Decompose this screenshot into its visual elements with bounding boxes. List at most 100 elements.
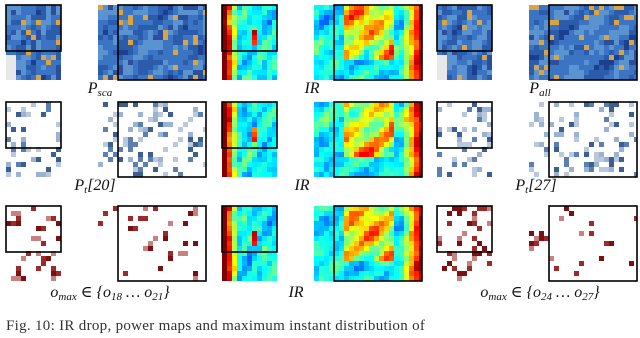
image-cell: [36, 231, 41, 236]
image-cell: [16, 241, 21, 246]
image-cell: [242, 157, 247, 162]
image-cell: [173, 152, 178, 157]
image-cell: [36, 35, 41, 40]
image-cell: [319, 231, 324, 236]
image-cell: [193, 167, 198, 172]
image-cell: [359, 45, 364, 50]
image-cell: [624, 162, 629, 167]
image-cell: [462, 226, 467, 231]
image-cell: [594, 261, 599, 266]
image-cell: [404, 271, 409, 276]
image-cell: [529, 251, 534, 256]
image-cell: [163, 20, 168, 25]
image-cell: [103, 211, 108, 216]
image-cell: [574, 25, 579, 30]
image-cell: [108, 30, 113, 35]
image-cell: [467, 25, 472, 30]
image-cell: [252, 216, 257, 221]
image-cell: [247, 127, 252, 132]
image-cell: [564, 15, 569, 20]
image-cell: [31, 65, 36, 70]
image-cell: [604, 10, 609, 15]
image-cell: [604, 65, 609, 70]
image-cell: [589, 142, 594, 147]
image-cell: [98, 271, 103, 276]
image-cell: [437, 75, 442, 80]
image-cell: [624, 221, 629, 226]
image-cell: [123, 216, 128, 221]
image-cell: [594, 231, 599, 236]
image-cell: [247, 172, 252, 177]
image-cell: [6, 172, 11, 177]
image-cell: [477, 167, 482, 172]
image-cell: [369, 65, 374, 70]
image-cell: [272, 266, 277, 271]
image-cell: [447, 226, 452, 231]
image-cell: [364, 70, 369, 75]
image-cell: [16, 271, 21, 276]
image-cell: [133, 266, 138, 271]
image-cell: [262, 30, 267, 35]
image-cell: [599, 152, 604, 157]
image-cell: [128, 70, 133, 75]
image-cell: [359, 226, 364, 231]
image-cell: [103, 122, 108, 127]
image-cell: [629, 147, 634, 152]
image-cell: [539, 45, 544, 50]
image-cell: [369, 261, 374, 266]
image-cell: [324, 246, 329, 251]
image-cell: [314, 172, 319, 177]
label-subscript: max: [488, 291, 506, 303]
image-cell: [188, 241, 193, 246]
image-cell: [472, 30, 477, 35]
image-cell: [389, 10, 394, 15]
image-cell: [262, 35, 267, 40]
image-cell: [467, 276, 472, 281]
image-cell: [319, 70, 324, 75]
image-cell: [242, 60, 247, 65]
image-cell: [143, 266, 148, 271]
image-cell: [188, 15, 193, 20]
image-cell: [173, 147, 178, 152]
image-cell: [554, 127, 559, 132]
image-cell: [457, 55, 462, 60]
image-cell: [21, 55, 26, 60]
image-cell: [354, 231, 359, 236]
image-cell: [404, 216, 409, 221]
image-cell: [482, 241, 487, 246]
image-cell: [138, 45, 143, 50]
image-cell: [21, 117, 26, 122]
image-cell: [103, 132, 108, 137]
image-cell: [267, 60, 272, 65]
image-cell: [564, 261, 569, 266]
image-cell: [389, 45, 394, 50]
image-cell: [128, 15, 133, 20]
image-cell: [314, 152, 319, 157]
image-cell: [619, 256, 624, 261]
image-cell: [379, 122, 384, 127]
image-cell: [36, 236, 41, 241]
image-cell: [56, 167, 61, 172]
image-cell: [594, 10, 599, 15]
image-cell: [614, 127, 619, 132]
image-cell: [359, 20, 364, 25]
image-cell: [472, 221, 477, 226]
image-cell: [374, 25, 379, 30]
image-cell: [394, 117, 399, 122]
image-cell: [11, 10, 16, 15]
image-cell: [98, 261, 103, 266]
image-cell: [609, 117, 614, 122]
image-cell: [232, 246, 237, 251]
image-cell: [46, 30, 51, 35]
image-cell: [554, 122, 559, 127]
image-cell: [98, 70, 103, 75]
image-cell: [21, 226, 26, 231]
image-cell: [349, 246, 354, 251]
image-cell: [599, 20, 604, 25]
image-cell: [624, 157, 629, 162]
image-cell: [384, 25, 389, 30]
image-cell: [487, 75, 492, 80]
image-cell: [222, 60, 227, 65]
image-cell: [442, 226, 447, 231]
image-cell: [153, 35, 158, 40]
